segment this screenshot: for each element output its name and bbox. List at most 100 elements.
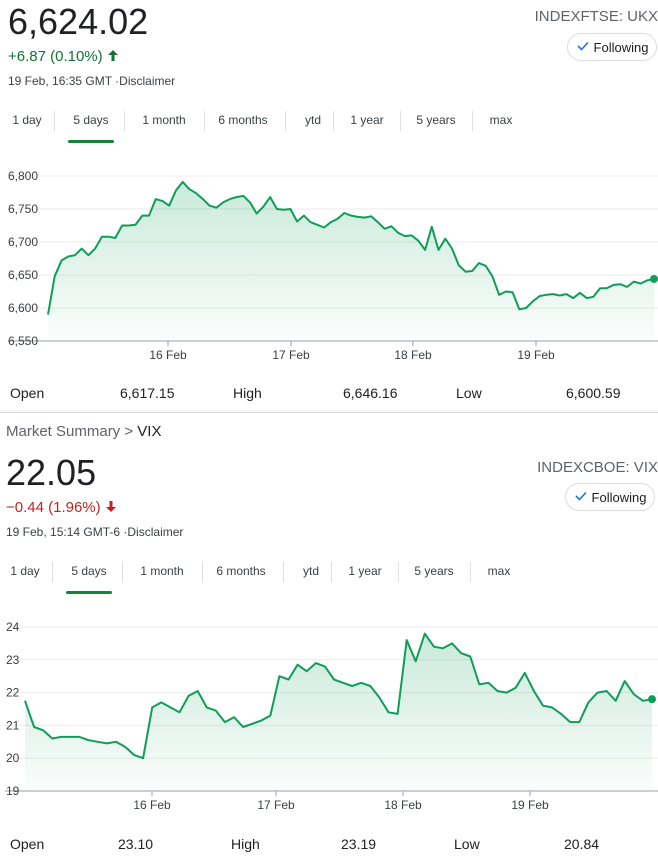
y-tick-label: 6,550 [8,334,38,348]
vix-change-value: −0.44 (1.96%) [6,499,101,516]
up-arrow-icon [107,49,119,66]
x-tick-label: 18 Feb [384,798,422,812]
ukx-low-value: 6,600.59 [566,385,621,401]
last-price-dot [648,695,656,704]
x-tick-label: 17 Feb [272,348,310,362]
tab-label: 1 month [140,564,184,578]
tab-label: max [487,564,511,578]
y-tick-label: 6,800 [8,169,38,183]
vix-high-value: 23.19 [341,836,377,852]
vix-timestamp: 19 Feb, 15:14 GMT-6 · [6,525,128,539]
ukx-range-tabs: 1 day 5 days 1 month 6 months ytd 1 year… [0,105,658,145]
tab-label: 5 years [416,113,456,127]
down-arrow-icon [105,500,117,517]
ukx-following-button[interactable]: Following [567,33,657,61]
breadcrumb-separator: > [124,423,134,440]
x-tick-label: 18 Feb [394,348,432,362]
price-area-fill [48,181,654,341]
y-tick-label: 6,750 [8,202,38,216]
y-tick-label: 24 [6,620,20,634]
ukx-high-value: 6,646.16 [343,385,398,401]
tab-label: 6 months [218,113,268,127]
checkmark-icon [576,39,590,56]
ukx-chart[interactable]: 6,800 6,750 6,700 6,650 6,600 6,550 16 Feb 17 F… [0,160,658,365]
tab-divider [331,562,332,582]
tab-max[interactable]: max [484,556,514,586]
ukx-stats-row: Open 6,617.15 High 6,646.16 Low 6,600.59 [0,385,658,407]
vix-change: −0.44 (1.96%) [6,499,117,517]
tab-divider [52,562,53,582]
y-tick-label: 20 [6,751,20,765]
vix-open-value: 23.10 [118,836,154,852]
ukx-ticker: INDEXFTSE: UKX [534,8,658,25]
tab-label: 5 days [73,113,109,127]
ukx-timestamp-line: 19 Feb, 16:35 GMT ·Disclaimer [8,74,175,88]
y-tick-label: 22 [6,686,20,700]
tab-ytd[interactable]: ytd [298,556,324,586]
ukx-disclaimer-link[interactable]: Disclaimer [119,74,176,88]
vix-chart-svg: 24 23 22 21 20 19 16 Feb 17 Feb 18 Feb 19 Feb [5,620,658,812]
x-tick-label: 16 Feb [149,348,187,362]
tab-divider [122,562,123,582]
ukx-low-label: Low [456,385,482,401]
vix-timestamp-line: 19 Feb, 15:14 GMT-6 ·Disclaimer [6,525,183,539]
breadcrumb: Market Summary > VIX [6,423,161,440]
y-tick-label: 21 [6,718,20,732]
ukx-chart-svg: 6,800 6,750 6,700 6,650 6,600 6,550 16 Feb 17 F… [8,169,658,362]
tab-label: ytd [302,564,319,578]
tab-6-months[interactable]: 6 months [212,556,270,586]
tab-label: 1 day [12,113,42,127]
last-price-dot [650,274,658,283]
ukx-timestamp: 19 Feb, 16:35 GMT · [8,74,120,88]
vix-stats-row: Open 23.10 High 23.19 Low 20.84 [0,836,658,858]
tab-divider [124,111,125,131]
tab-label: max [489,113,513,127]
ukx-following-label: Following [593,39,649,55]
tab-5-years[interactable]: 5 years [410,556,458,586]
tab-label: ytd [304,113,321,127]
tab-label: 5 years [414,564,454,578]
tab-max[interactable]: max [486,105,516,135]
tab-5-years[interactable]: 5 years [412,105,460,135]
vix-high-label: High [231,836,260,852]
vix-following-button[interactable]: Following [565,483,655,511]
tab-1-day[interactable]: 1 day [6,105,48,135]
vix-range-tabs: 1 day 5 days 1 month 6 months ytd 1 year… [0,556,658,596]
x-tick-label: 19 Feb [511,798,549,812]
vix-chart[interactable]: 24 23 22 21 20 19 16 Feb 17 Feb 18 Feb 19 Feb [0,611,658,816]
vix-ticker: INDEXCBOE: VIX [537,459,658,476]
tab-ytd[interactable]: ytd [300,105,326,135]
tab-1-month[interactable]: 1 month [136,556,188,586]
active-tab-indicator [66,591,112,594]
tab-label: 1 month [142,113,186,127]
y-tick-label: 19 [6,784,20,798]
checkmark-icon [574,489,588,506]
tab-divider [54,111,55,131]
tab-label: 1 year [348,564,382,578]
tab-6-months[interactable]: 6 months [214,105,272,135]
tab-divider [333,111,334,131]
price-line [47,180,655,315]
tab-5-days[interactable]: 5 days [68,105,114,143]
tab-1-day[interactable]: 1 day [4,556,46,586]
ukx-change-value: +6.87 (0.10%) [8,48,103,65]
ukx-high-label: High [233,385,262,401]
x-tick-label: 19 Feb [517,348,555,362]
tab-1-month[interactable]: 1 month [138,105,190,135]
vix-low-value: 20.84 [564,836,600,852]
tab-5-days[interactable]: 5 days [66,556,112,594]
vix-low-label: Low [454,836,480,852]
y-tick-label: 23 [6,653,20,667]
tab-1-year[interactable]: 1 year [344,556,386,586]
tab-1-year[interactable]: 1 year [346,105,388,135]
vix-disclaimer-link[interactable]: Disclaimer [127,525,184,539]
tab-divider [285,111,286,131]
y-tick-label: 6,600 [8,301,38,315]
y-tick-label: 6,700 [8,235,38,249]
breadcrumb-market-summary[interactable]: Market Summary [6,423,121,440]
tab-divider [283,562,284,582]
tab-label: 6 months [216,564,266,578]
x-tick-label: 16 Feb [133,798,171,812]
tab-divider [472,111,473,131]
ukx-price: 6,624.02 [8,1,149,42]
